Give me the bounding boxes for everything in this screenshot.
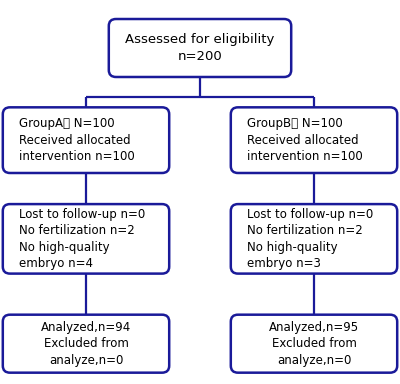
- FancyBboxPatch shape: [3, 315, 169, 372]
- Text: Analyzed,n=94
Excluded from
analyze,n=0: Analyzed,n=94 Excluded from analyze,n=0: [41, 321, 131, 367]
- Text: Lost to follow-up n=0
No fertilization n=2
No high-quality
embryо n=3: Lost to follow-up n=0 No fertilization n…: [247, 208, 373, 270]
- Text: Lost to follow-up n=0
No fertilization n=2
No high-quality
embryо n=4: Lost to follow-up n=0 No fertilization n…: [19, 208, 145, 270]
- FancyBboxPatch shape: [3, 204, 169, 273]
- Text: GroupA： N=100
Received allocated
intervention n=100: GroupA： N=100 Received allocated interve…: [19, 117, 134, 163]
- Text: Assessed for eligibility
n=200: Assessed for eligibility n=200: [125, 33, 275, 63]
- FancyBboxPatch shape: [231, 315, 397, 372]
- Text: GroupB： N=100
Received allocated
intervention n=100: GroupB： N=100 Received allocated interve…: [247, 117, 362, 163]
- FancyBboxPatch shape: [3, 107, 169, 173]
- FancyBboxPatch shape: [109, 19, 291, 77]
- FancyBboxPatch shape: [231, 107, 397, 173]
- FancyBboxPatch shape: [231, 204, 397, 273]
- Text: Analyzed,n=95
Excluded from
analyze,n=0: Analyzed,n=95 Excluded from analyze,n=0: [269, 321, 359, 367]
